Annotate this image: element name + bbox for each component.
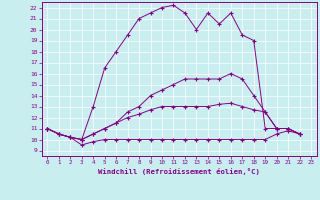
X-axis label: Windchill (Refroidissement éolien,°C): Windchill (Refroidissement éolien,°C) bbox=[98, 168, 260, 175]
